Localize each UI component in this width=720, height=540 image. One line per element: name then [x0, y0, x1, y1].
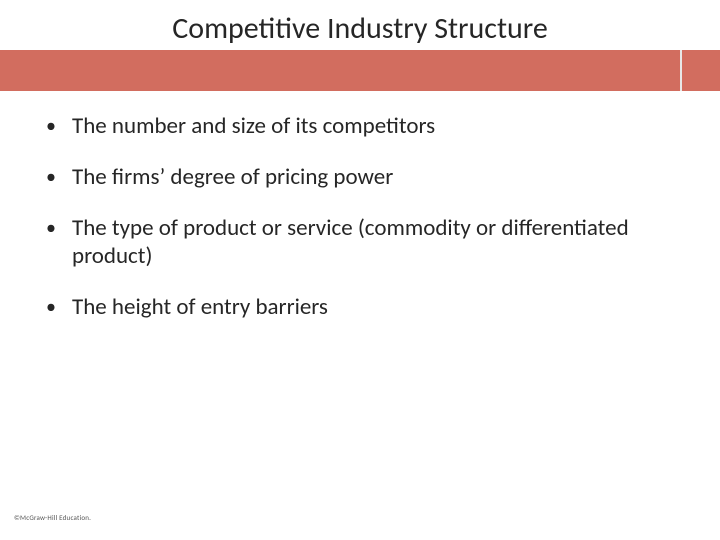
bullet-text: The number and size of its competitors	[72, 112, 676, 141]
list-item: • The firms’ degree of pricing power	[46, 163, 676, 192]
bullet-marker: •	[46, 293, 72, 321]
bullet-text: The firms’ degree of pricing power	[72, 163, 676, 192]
bullet-text: The height of entry barriers	[72, 293, 676, 322]
list-item: • The number and size of its competitors	[46, 112, 676, 141]
bullet-marker: •	[46, 214, 72, 242]
bullet-marker: •	[46, 112, 72, 140]
bullet-list: • The number and size of its competitors…	[46, 112, 676, 344]
title-band	[0, 50, 720, 91]
slide-title: Competitive Industry Structure	[0, 10, 720, 47]
title-area: Competitive Industry Structure	[0, 0, 720, 95]
band-divider	[680, 50, 682, 91]
bullet-text: The type of product or service (commodit…	[72, 214, 676, 272]
list-item: • The type of product or service (commod…	[46, 214, 676, 272]
list-item: • The height of entry barriers	[46, 293, 676, 322]
copyright-footer: ©McGraw-Hill Education.	[14, 513, 91, 522]
bullet-marker: •	[46, 163, 72, 191]
